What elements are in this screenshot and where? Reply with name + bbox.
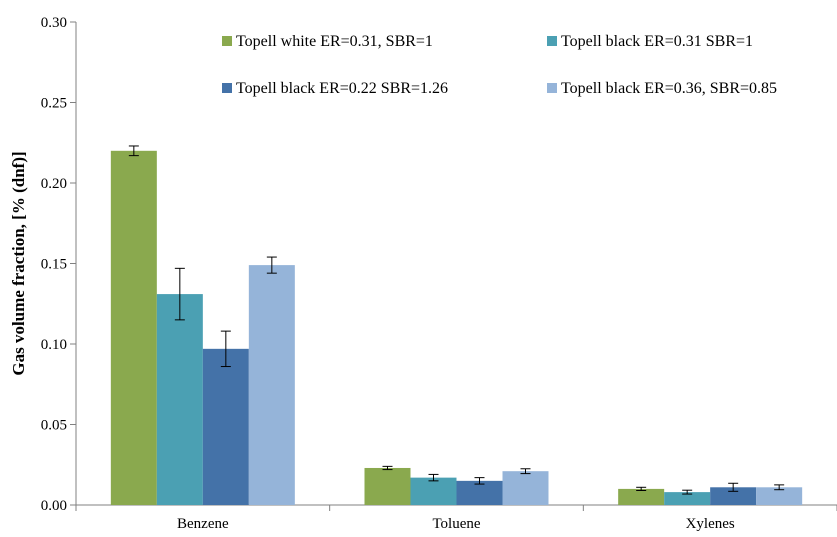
x-tick-label: Xylenes — [686, 516, 735, 532]
y-tick-label: 0.00 — [41, 498, 67, 514]
legend-swatch — [547, 83, 557, 93]
bar — [618, 488, 665, 505]
legend-swatch — [547, 36, 557, 46]
bar — [410, 477, 457, 505]
bar — [756, 487, 803, 505]
legend-label: Topell black ER=0.31 SBR=1 — [561, 33, 753, 50]
y-tick-label: 0.05 — [41, 418, 67, 434]
legend-swatch — [222, 83, 232, 93]
y-tick-label: 0.25 — [41, 96, 67, 112]
bar — [456, 480, 503, 505]
y-tick-label: 0.10 — [41, 337, 67, 353]
bar — [710, 487, 757, 505]
bar — [664, 492, 711, 505]
bar — [110, 150, 157, 506]
y-tick-label: 0.30 — [41, 15, 67, 31]
x-tick-label: Benzene — [177, 516, 229, 532]
bar — [248, 265, 295, 505]
tick-labels: 0.00 0.05 0.10 0.15 0.20 0.25 0.30 Benzene Tolue… — [41, 15, 735, 532]
bars — [110, 150, 803, 506]
error-bars — [128, 145, 785, 495]
legend: Topell white ER=0.31, SBR=1 Topell black … — [222, 33, 777, 97]
legend-label: Topell white ER=0.31, SBR=1 — [236, 33, 433, 50]
x-tick-label: Toluene — [432, 516, 480, 532]
bar — [156, 294, 203, 505]
legend-label: Topell black ER=0.36, SBR=0.85 — [561, 80, 777, 97]
bar — [502, 471, 549, 505]
bar — [202, 348, 249, 505]
bar — [364, 467, 411, 505]
y-axis-title: Gas volume fraction, [% (dnf)] — [9, 151, 28, 375]
y-tick-label: 0.20 — [41, 176, 67, 192]
legend-swatch — [222, 36, 232, 46]
legend-label: Topell black ER=0.22 SBR=1.26 — [236, 80, 448, 97]
y-tick-label: 0.15 — [41, 257, 67, 273]
